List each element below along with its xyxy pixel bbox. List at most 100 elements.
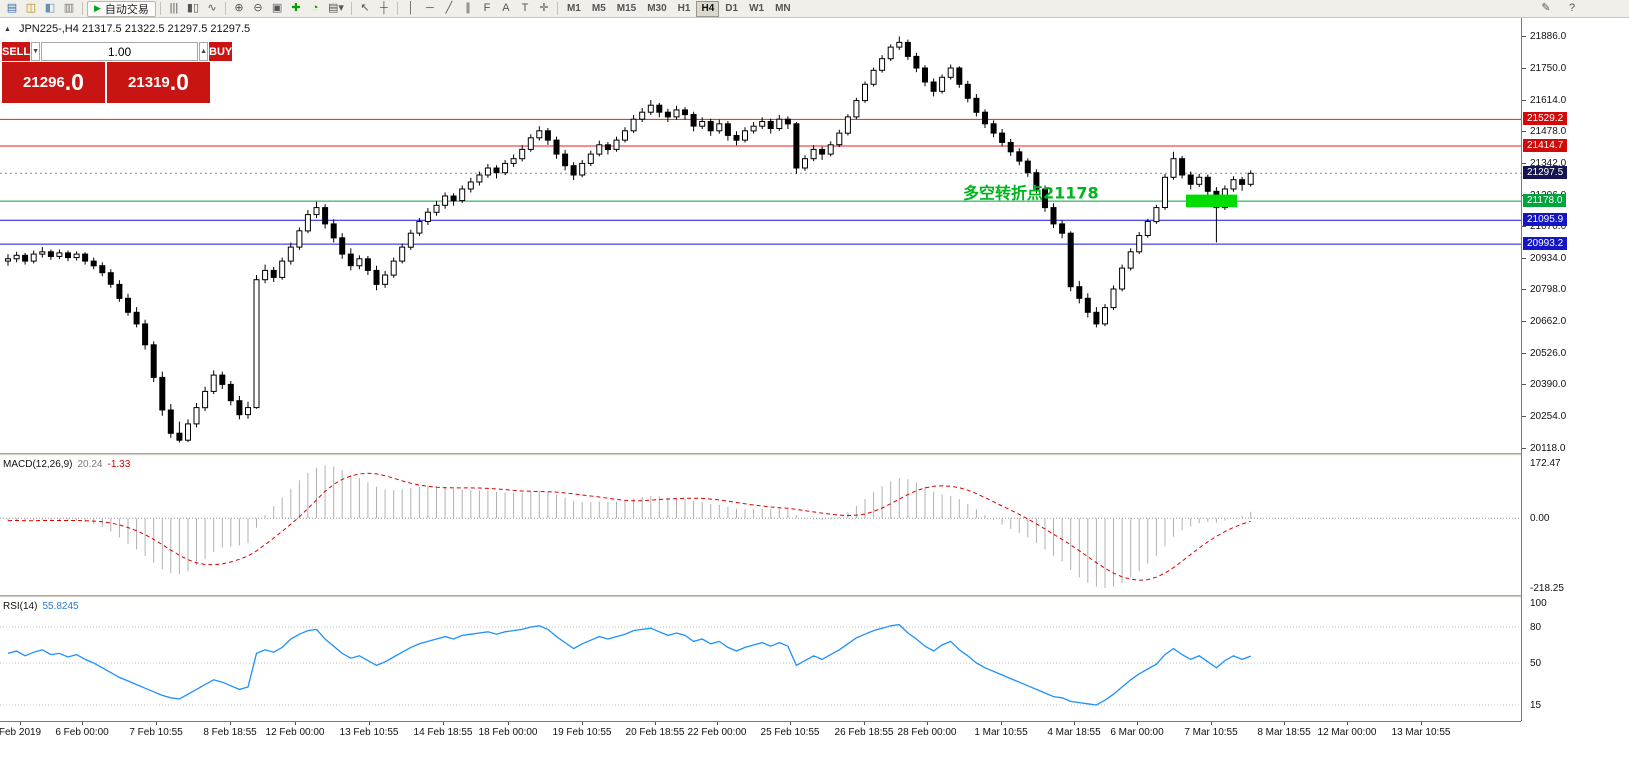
- toolbar-separator: [225, 2, 227, 15]
- vertical-line-icon[interactable]: │: [407, 2, 415, 14]
- bar-chart-icon[interactable]: |||: [169, 2, 179, 14]
- time-tick-mark: [1001, 722, 1002, 725]
- one-click-panel-toggle-icon[interactable]: ▲: [4, 25, 11, 33]
- edit-icon[interactable]: ✎: [1541, 2, 1551, 14]
- time-tick-label: 6 Mar 00:00: [1110, 727, 1164, 738]
- time-axis[interactable]: Feb 2019 6 Feb 00:00 7 Feb 10:55 8 Feb 18:5…: [0, 721, 1521, 766]
- price-tick-label: 21614.0: [1530, 95, 1567, 106]
- trendline-icon[interactable]: ╱: [445, 2, 453, 14]
- sell-button[interactable]: SELL: [2, 42, 31, 61]
- rsi-value: 55.8245: [42, 601, 79, 612]
- macd-tick-label: -218.25: [1530, 583, 1564, 594]
- time-tick-label: 25 Feb 10:55: [760, 727, 820, 738]
- arrows-icon[interactable]: ✛: [539, 2, 549, 14]
- chart-window[interactable]: 多空转折点21178 ▲ JPN225-,H4 21317.5 21322.5 …: [0, 18, 1629, 766]
- rsi-indicator-pane[interactable]: [0, 598, 1521, 721]
- price-tick-mark: [1522, 321, 1526, 322]
- time-tick-label: 13 Mar 10:55: [1391, 727, 1451, 738]
- pane-splitter[interactable]: [0, 453, 1629, 456]
- rsi-indicator-label: RSI(14) 55.8245: [3, 601, 79, 612]
- help-icon[interactable]: ?: [1568, 2, 1576, 14]
- timeframe-h1-button[interactable]: H1: [677, 3, 691, 14]
- market-watch-icon[interactable]: ◫: [25, 2, 37, 14]
- time-tick-mark: [582, 722, 583, 725]
- autotrade-play-icon: ▶: [94, 3, 101, 13]
- time-tick-label: 18 Feb 00:00: [478, 727, 538, 738]
- periods-icon[interactable]: ◔: [311, 2, 319, 14]
- zoom-in-icon[interactable]: ⊕: [234, 2, 244, 14]
- time-tick-mark: [369, 722, 370, 725]
- price-tick-mark: [1522, 384, 1526, 385]
- horizontal-line-icon[interactable]: ─: [426, 2, 434, 14]
- timeframe-d1-button[interactable]: D1: [725, 3, 739, 14]
- price-tick-mark: [1522, 100, 1526, 101]
- time-tick-label: 28 Feb 00:00: [897, 727, 957, 738]
- timeframe-h4-button[interactable]: H4: [696, 0, 720, 17]
- time-tick-label: 1 Mar 10:55: [974, 727, 1028, 738]
- fibonacci-icon[interactable]: F: [483, 2, 491, 14]
- time-tick-label: 8 Feb 18:55: [203, 727, 257, 738]
- zoom-out-icon[interactable]: ⊖: [253, 2, 263, 14]
- price-tick-mark: [1522, 131, 1526, 132]
- volume-decrease-button[interactable]: ▼: [31, 42, 41, 61]
- price-tick-label: 20118.0: [1530, 443, 1566, 454]
- channel-icon[interactable]: ∥: [465, 2, 471, 14]
- time-tick-mark: [655, 722, 656, 725]
- toolbar-separator: [82, 2, 83, 15]
- time-tick-label: 4 Mar 18:55: [1047, 727, 1101, 738]
- crosshair-icon[interactable]: ┼: [380, 2, 388, 14]
- timeframe-w1-button[interactable]: W1: [749, 3, 765, 14]
- cursor-icon[interactable]: ↖: [360, 2, 370, 14]
- auto-trading-button[interactable]: ▶ 自动交易: [87, 0, 156, 17]
- buy-price-main: 21319: [128, 74, 170, 91]
- price-axis[interactable]: 21886.021750.021614.021478.021342.021206…: [1521, 18, 1629, 721]
- rsi-line: [7, 623, 1251, 706]
- timeframe-m5-button[interactable]: M5: [591, 3, 606, 14]
- volume-increase-button[interactable]: ▲: [199, 42, 208, 61]
- time-tick-mark: [864, 722, 865, 725]
- level-price-label: 20993.2: [1523, 237, 1568, 250]
- text-icon[interactable]: A: [502, 2, 510, 14]
- timeframe-mn-button[interactable]: MN: [775, 3, 791, 14]
- one-click-trading-panel: SELL ▼ ▲ BUY 21296 .0 21319 .0: [2, 42, 233, 103]
- macd-indicator-label: MACD(12,26,9) 20.24 -1.33: [3, 459, 130, 470]
- time-tick-label: 7 Feb 10:55: [129, 727, 183, 738]
- price-tick-label: 21342.0: [1530, 158, 1567, 169]
- price-tick-label: 20798.0: [1530, 284, 1567, 295]
- price-tick-mark: [1522, 353, 1526, 354]
- line-chart-icon[interactable]: ∿: [207, 2, 217, 14]
- timeframe-m1-button[interactable]: M1: [566, 3, 581, 14]
- time-tick-mark: [82, 722, 83, 725]
- sell-price-button[interactable]: 21296 .0: [2, 62, 105, 103]
- new-order-icon[interactable]: ▤: [6, 2, 18, 14]
- macd-indicator-pane[interactable]: [0, 456, 1521, 595]
- pane-splitter[interactable]: [0, 595, 1629, 598]
- templates-icon[interactable]: ▤▾: [328, 2, 344, 14]
- price-tick-mark: [1522, 36, 1526, 37]
- chevron-up-icon: ▲: [200, 48, 207, 55]
- price-tick-mark: [1522, 289, 1526, 290]
- price-tick-label: 21886.0: [1530, 31, 1567, 42]
- timeframe-m15-button[interactable]: M15: [616, 3, 637, 14]
- time-tick-mark: [295, 722, 296, 725]
- terminal-icon[interactable]: ▥: [63, 2, 75, 14]
- tile-windows-icon[interactable]: ▣: [271, 2, 283, 14]
- time-tick-mark: [1074, 722, 1075, 725]
- candlestick-chart-icon[interactable]: ▮▯: [186, 2, 200, 14]
- autotrade-label: 自动交易: [104, 3, 149, 16]
- volume-input[interactable]: [41, 42, 199, 61]
- buy-button[interactable]: BUY: [209, 42, 233, 61]
- timeframe-m30-button[interactable]: M30: [647, 3, 667, 14]
- navigator-icon[interactable]: ◧: [44, 2, 56, 14]
- time-tick-label: 12 Mar 00:00: [1317, 727, 1377, 738]
- indicators-icon[interactable]: ✚: [291, 2, 301, 14]
- candlestick-chart[interactable]: 多空转折点21178: [0, 18, 1521, 453]
- time-tick-mark: [790, 722, 791, 725]
- price-tick-mark: [1522, 448, 1526, 449]
- buy-price-button[interactable]: 21319 .0: [107, 62, 210, 103]
- toolbar-separator: [396, 2, 398, 15]
- label-icon[interactable]: T: [521, 2, 529, 14]
- price-tick-label: 20254.0: [1530, 411, 1567, 422]
- time-tick-mark: [1347, 722, 1348, 725]
- symbol-ohlc-text: JPN225-,H4 21317.5 21322.5 21297.5 21297…: [18, 23, 251, 35]
